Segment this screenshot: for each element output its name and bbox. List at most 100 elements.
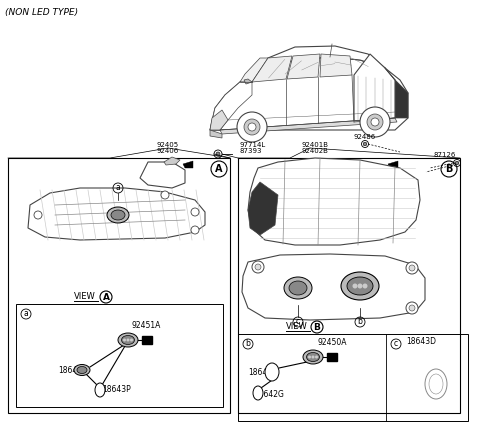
Circle shape — [252, 261, 264, 273]
Ellipse shape — [303, 350, 323, 364]
Circle shape — [248, 123, 256, 131]
Circle shape — [362, 283, 368, 288]
Circle shape — [161, 191, 169, 199]
Text: b: b — [246, 340, 251, 348]
Text: 92486: 92486 — [354, 134, 376, 140]
Polygon shape — [210, 110, 228, 130]
Circle shape — [127, 339, 130, 342]
Circle shape — [255, 264, 261, 270]
Circle shape — [455, 161, 459, 165]
Polygon shape — [327, 353, 337, 361]
Ellipse shape — [284, 277, 312, 299]
Polygon shape — [248, 158, 420, 245]
Text: 87126: 87126 — [433, 152, 456, 158]
Bar — [8, 158, 230, 413]
Circle shape — [216, 152, 220, 156]
Polygon shape — [140, 162, 185, 188]
Polygon shape — [164, 157, 180, 165]
Text: A: A — [103, 293, 109, 302]
Circle shape — [191, 208, 199, 216]
Ellipse shape — [77, 366, 87, 374]
Circle shape — [352, 283, 358, 288]
Text: 92402B: 92402B — [302, 148, 329, 154]
Ellipse shape — [425, 369, 447, 399]
Circle shape — [454, 159, 460, 167]
Ellipse shape — [347, 277, 373, 295]
Polygon shape — [388, 161, 398, 168]
Circle shape — [123, 339, 126, 342]
Ellipse shape — [121, 336, 134, 345]
Text: VIEW: VIEW — [286, 322, 308, 331]
Polygon shape — [220, 118, 397, 134]
Circle shape — [312, 356, 314, 359]
Text: 87393: 87393 — [240, 148, 263, 154]
Ellipse shape — [111, 210, 125, 220]
Circle shape — [406, 302, 418, 314]
Text: 18643D: 18643D — [406, 337, 436, 346]
Polygon shape — [28, 188, 205, 240]
Polygon shape — [320, 54, 352, 77]
Polygon shape — [183, 161, 193, 168]
Ellipse shape — [429, 374, 443, 394]
Text: c: c — [296, 317, 300, 326]
Text: A: A — [215, 164, 223, 174]
Text: B: B — [313, 322, 321, 331]
Circle shape — [237, 112, 267, 142]
Text: (NON LED TYPE): (NON LED TYPE) — [5, 8, 78, 17]
Polygon shape — [395, 80, 408, 118]
Polygon shape — [210, 57, 408, 130]
Ellipse shape — [341, 272, 379, 300]
Ellipse shape — [74, 365, 90, 375]
Text: 18642G: 18642G — [254, 390, 284, 399]
Circle shape — [358, 283, 362, 288]
Circle shape — [406, 262, 418, 274]
Text: a: a — [116, 184, 120, 193]
Circle shape — [409, 305, 415, 311]
Circle shape — [367, 114, 383, 130]
Ellipse shape — [107, 207, 129, 223]
Polygon shape — [210, 130, 222, 138]
Ellipse shape — [118, 333, 138, 347]
Text: 92451A: 92451A — [131, 321, 160, 330]
Ellipse shape — [253, 386, 263, 400]
Text: VIEW: VIEW — [74, 292, 96, 301]
Text: 92405: 92405 — [157, 142, 179, 148]
Circle shape — [361, 141, 369, 147]
Bar — [238, 158, 460, 413]
Ellipse shape — [289, 281, 307, 295]
Circle shape — [308, 356, 311, 359]
Text: 97714L: 97714L — [240, 142, 266, 148]
Polygon shape — [242, 254, 425, 320]
Text: 92450A: 92450A — [317, 338, 347, 347]
Circle shape — [244, 119, 260, 135]
Circle shape — [214, 150, 222, 158]
Bar — [238, 334, 468, 421]
Text: 18643P: 18643P — [102, 385, 131, 394]
Text: 18644A: 18644A — [248, 368, 277, 377]
Polygon shape — [244, 79, 252, 84]
Text: a: a — [24, 310, 28, 319]
Polygon shape — [354, 54, 395, 122]
Circle shape — [363, 142, 367, 146]
Ellipse shape — [95, 383, 105, 397]
Circle shape — [371, 118, 379, 126]
Polygon shape — [252, 56, 292, 82]
Polygon shape — [248, 182, 278, 235]
Circle shape — [34, 211, 42, 219]
Polygon shape — [210, 82, 252, 130]
Polygon shape — [240, 58, 268, 82]
Ellipse shape — [265, 363, 279, 381]
Text: B: B — [445, 164, 453, 174]
Circle shape — [191, 226, 199, 234]
Polygon shape — [240, 46, 385, 82]
Bar — [16, 304, 223, 407]
Text: c: c — [394, 340, 398, 348]
Circle shape — [315, 356, 318, 359]
Text: b: b — [358, 317, 362, 326]
Text: 92406: 92406 — [157, 148, 179, 154]
Polygon shape — [142, 336, 152, 344]
Ellipse shape — [307, 352, 320, 362]
Circle shape — [130, 339, 133, 342]
Circle shape — [360, 107, 390, 137]
Text: 18644A: 18644A — [58, 366, 87, 375]
